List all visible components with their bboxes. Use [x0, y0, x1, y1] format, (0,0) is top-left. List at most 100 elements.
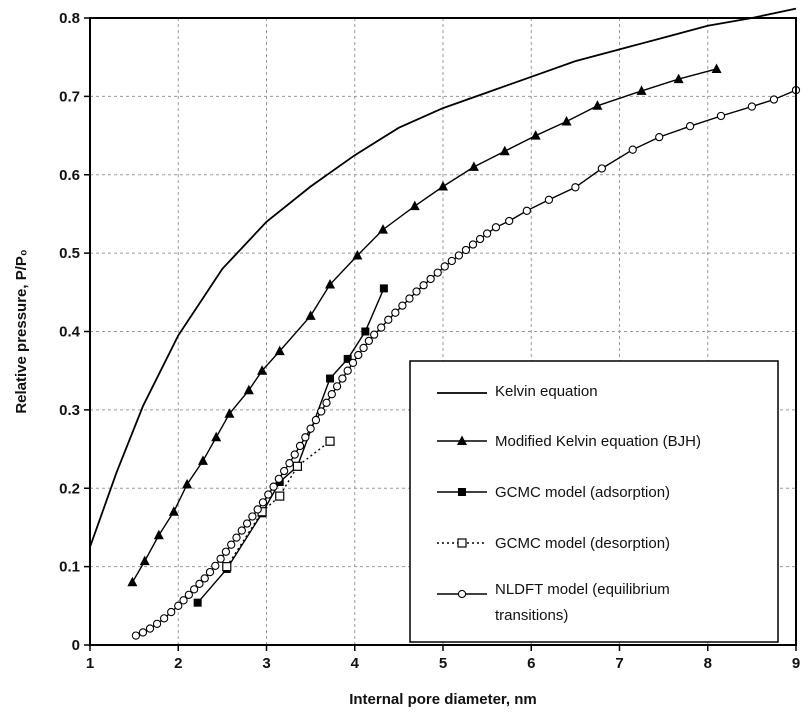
circle-marker: [447, 256, 456, 266]
triangle-marker: [325, 278, 336, 289]
triangle-marker: [377, 224, 388, 234]
circle-marker: [384, 315, 393, 324]
circle-marker: [597, 164, 606, 173]
triangle-marker: [127, 576, 138, 587]
circle-marker: [628, 145, 637, 154]
circle-marker: [290, 450, 299, 459]
circle-marker: [131, 631, 141, 640]
triangle-marker: [530, 130, 541, 140]
circle-marker: [306, 424, 315, 433]
legend: Kelvin equation Modified Kelvin equation …: [409, 360, 779, 643]
triangle-marker: [409, 200, 420, 211]
circle-marker: [769, 95, 779, 104]
triangle-marker: [592, 100, 603, 110]
y-axis-title: Relative pressure, P/P₀: [13, 249, 30, 413]
circle-marker: [253, 505, 262, 514]
triangle-marker: [182, 478, 193, 489]
circle-marker: [412, 287, 421, 296]
open-square-marker: [325, 436, 335, 446]
triangle-marker: [561, 115, 572, 126]
circle-marker: [285, 459, 294, 468]
circle-marker: [354, 350, 363, 360]
circle-marker: [440, 262, 449, 271]
legend-label: GCMC model (adsorption): [495, 484, 670, 501]
circle-marker: [216, 554, 225, 563]
y-tick-label: 0.7: [59, 88, 80, 105]
x-tick-label: 3: [262, 655, 270, 672]
circle-marker: [491, 223, 501, 232]
open-square-marker: [275, 491, 285, 501]
circle-marker: [264, 490, 273, 499]
circle-marker: [274, 474, 284, 483]
filled-square-marker: [379, 284, 388, 293]
x-axis-title: Internal pore diameter, nm: [349, 691, 537, 708]
circle-marker: [398, 301, 407, 310]
triangle-marker: [673, 73, 684, 84]
circle-marker: [377, 323, 386, 332]
series-line: [89, 7, 797, 548]
circle-marker: [200, 574, 209, 583]
triangle-marker: [636, 85, 647, 95]
circle-marker: [544, 195, 554, 204]
x-tick-label: 9: [792, 655, 800, 672]
triangle-marker: [468, 161, 479, 171]
circle-marker: [391, 308, 400, 317]
triangle-marker: [499, 145, 510, 156]
filled-square-marker: [343, 354, 352, 363]
circle-marker: [322, 398, 331, 407]
circle-marker: [468, 240, 478, 249]
legend-circle-marker: [457, 589, 467, 599]
y-tick-label: 0.2: [59, 480, 80, 497]
y-tick-label: 0: [72, 637, 80, 654]
triangle-marker: [257, 365, 268, 375]
circle-marker: [338, 374, 347, 383]
series-3: [222, 436, 335, 572]
x-tick-label: 1: [86, 655, 94, 672]
circle-marker: [279, 466, 289, 476]
circle-marker: [232, 533, 241, 542]
x-tick-label: 8: [704, 655, 712, 672]
circle-marker: [747, 102, 757, 111]
triangle-marker: [139, 555, 150, 566]
triangle-marker: [711, 63, 722, 73]
triangle-marker: [305, 310, 316, 320]
open-square-marker: [292, 461, 302, 471]
circle-marker: [571, 183, 580, 192]
circle-marker: [189, 585, 199, 594]
x-tick-label: 2: [174, 655, 182, 672]
circle-marker: [227, 540, 236, 549]
circle-marker: [343, 366, 352, 375]
circle-marker: [242, 519, 252, 528]
filled-square-marker: [193, 598, 202, 607]
circle-marker: [152, 619, 162, 628]
series-1: [127, 63, 722, 587]
circle-marker: [461, 245, 471, 255]
circle-marker: [301, 433, 310, 442]
legend-label: transitions): [495, 607, 568, 624]
circle-marker: [332, 382, 342, 391]
circle-marker: [716, 111, 726, 121]
circle-marker: [211, 561, 220, 570]
circle-marker: [433, 268, 442, 277]
filled-square-marker: [326, 374, 335, 383]
circle-marker: [184, 590, 193, 599]
circle-marker: [145, 624, 155, 633]
circle-marker: [179, 596, 188, 605]
triangle-marker: [197, 455, 208, 465]
circle-marker: [364, 336, 374, 346]
circle-marker: [419, 281, 428, 290]
legend-label: GCMC model (desorption): [495, 535, 670, 552]
circle-marker: [174, 601, 183, 610]
circle-marker: [311, 415, 321, 425]
circle-marker: [370, 330, 379, 339]
legend-label: Modified Kelvin equation (BJH): [495, 433, 701, 450]
circle-marker: [359, 343, 368, 353]
circle-marker: [195, 579, 204, 589]
legend-open-square-marker: [457, 538, 467, 548]
circle-marker: [205, 567, 215, 577]
triangle-marker: [243, 384, 254, 395]
triangle-marker: [352, 249, 363, 260]
triangle-marker: [168, 506, 179, 516]
circle-marker: [327, 390, 336, 399]
circle-marker: [454, 251, 464, 260]
